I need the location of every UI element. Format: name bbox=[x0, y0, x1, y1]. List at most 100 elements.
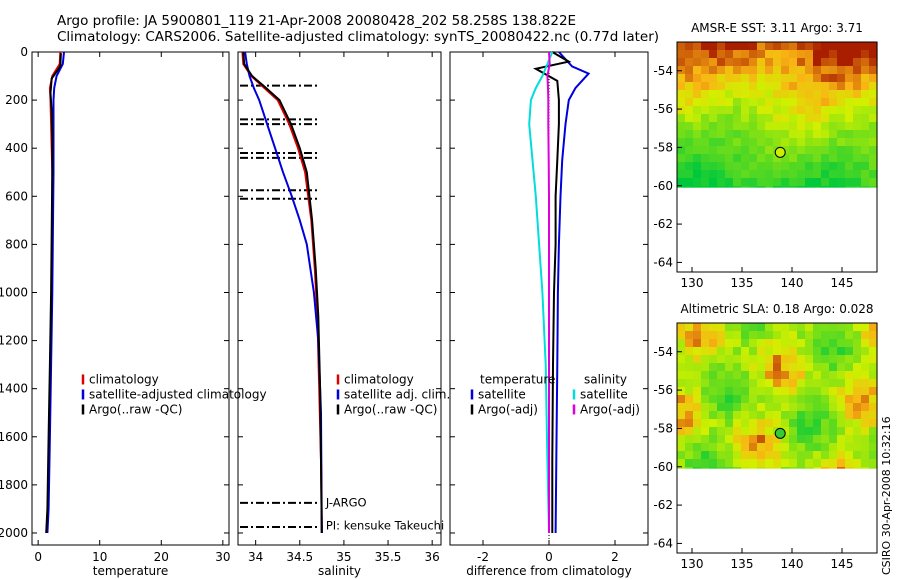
heatmap-cell bbox=[853, 371, 862, 380]
legend-label: climatology bbox=[344, 372, 414, 386]
heatmap-cell bbox=[741, 186, 750, 188]
heatmap-cell bbox=[677, 154, 686, 163]
heatmap-cell bbox=[805, 331, 814, 340]
heatmap-cell bbox=[717, 363, 726, 372]
heatmap-cell bbox=[749, 323, 758, 332]
heatmap-cell bbox=[749, 138, 758, 147]
heatmap-cell bbox=[861, 162, 870, 171]
heatmap-cell bbox=[741, 122, 750, 131]
heatmap-cell bbox=[725, 323, 734, 332]
heatmap-cell bbox=[845, 339, 854, 348]
heatmap-cell bbox=[741, 82, 750, 91]
heatmap-cell bbox=[773, 339, 782, 348]
heatmap-cell bbox=[733, 419, 742, 428]
heatmap-cell bbox=[725, 106, 734, 115]
heatmap-cell bbox=[701, 114, 710, 123]
heatmap-cell bbox=[829, 154, 838, 163]
heatmap-cell bbox=[853, 130, 862, 139]
heatmap-cell bbox=[733, 459, 742, 468]
heatmap-cell bbox=[845, 130, 854, 139]
heatmap-cell bbox=[709, 122, 718, 131]
heatmap-cell bbox=[709, 98, 718, 107]
heatmap-cell bbox=[853, 363, 862, 372]
heatmap-cell bbox=[701, 435, 710, 444]
heatmap-cell bbox=[685, 331, 694, 340]
heatmap-cell bbox=[765, 154, 774, 163]
heatmap-cell bbox=[749, 98, 758, 107]
heatmap-cell bbox=[781, 323, 790, 332]
heatmap-cell bbox=[821, 403, 830, 412]
heatmap-cell bbox=[773, 443, 782, 452]
heatmap-cell bbox=[733, 371, 742, 380]
heatmap-cell bbox=[773, 411, 782, 420]
heatmap-cell bbox=[733, 178, 742, 187]
heatmap-cell bbox=[733, 74, 742, 83]
heatmap-cell bbox=[757, 451, 766, 460]
heatmap-cell bbox=[709, 371, 718, 380]
legend-label: satellite bbox=[580, 387, 628, 401]
heatmap-cell bbox=[741, 427, 750, 436]
heatmap-cell bbox=[773, 403, 782, 412]
heatmap-cell bbox=[765, 162, 774, 171]
heatmap-cell bbox=[757, 50, 766, 59]
heatmap-cell bbox=[837, 90, 846, 99]
heatmap-cell bbox=[757, 459, 766, 468]
heatmap-cell bbox=[861, 451, 870, 460]
heatmap-cell bbox=[725, 114, 734, 123]
heatmap-cell bbox=[773, 331, 782, 340]
heatmap-cell bbox=[845, 347, 854, 356]
heatmap-cell bbox=[837, 395, 846, 404]
y-tick-label: 200 bbox=[5, 93, 28, 107]
heatmap-cell bbox=[693, 395, 702, 404]
heatmap-cell bbox=[789, 387, 798, 396]
heatmap-cell bbox=[781, 154, 790, 163]
heatmap-cell bbox=[869, 331, 878, 340]
heatmap-cell bbox=[829, 331, 838, 340]
heatmap-cell bbox=[821, 186, 830, 188]
heatmap-cell bbox=[757, 114, 766, 123]
heatmap-cell bbox=[861, 379, 870, 388]
heatmap-cell bbox=[853, 58, 862, 67]
heatmap-cell bbox=[861, 114, 870, 123]
heatmap-cell bbox=[853, 443, 862, 452]
heatmap-cell bbox=[805, 355, 814, 364]
heatmap-cell bbox=[797, 178, 806, 187]
heatmap-cell bbox=[701, 323, 710, 332]
heatmap-cell bbox=[781, 467, 790, 469]
heatmap-cell bbox=[757, 355, 766, 364]
heatmap-cell bbox=[685, 50, 694, 59]
heatmap-cell bbox=[773, 50, 782, 59]
heatmap-cell bbox=[677, 435, 686, 444]
heatmap-cell bbox=[789, 371, 798, 380]
heatmap-cell bbox=[837, 42, 846, 51]
heatmap-cell bbox=[845, 363, 854, 372]
heatmap-cell bbox=[765, 371, 774, 380]
heatmap-cell bbox=[725, 427, 734, 436]
heatmap-cell bbox=[749, 42, 758, 51]
heatmap-cell bbox=[845, 403, 854, 412]
heatmap-cell bbox=[733, 114, 742, 123]
heatmap-cell bbox=[757, 74, 766, 83]
annotation-text: J-ARGO bbox=[325, 496, 367, 510]
heatmap-cell bbox=[773, 347, 782, 356]
heatmap-cell bbox=[733, 58, 742, 67]
heatmap-cell bbox=[805, 387, 814, 396]
heatmap-cell bbox=[741, 467, 750, 469]
heatmap-cell bbox=[685, 74, 694, 83]
heatmap-cell bbox=[845, 106, 854, 115]
heatmap-cell bbox=[685, 186, 694, 188]
heatmap-cell bbox=[813, 66, 822, 75]
y-tick-label: 1800 bbox=[0, 478, 28, 492]
heatmap-cell bbox=[861, 130, 870, 139]
heatmap-cell bbox=[757, 379, 766, 388]
legend-header: salinity bbox=[584, 372, 627, 386]
heatmap-cell bbox=[693, 451, 702, 460]
heatmap-cell bbox=[797, 427, 806, 436]
heatmap-cell bbox=[765, 339, 774, 348]
x-tick-label: 10 bbox=[92, 550, 107, 564]
heatmap-cell bbox=[733, 427, 742, 436]
heatmap-cell bbox=[821, 323, 830, 332]
heatmap-cell bbox=[813, 459, 822, 468]
heatmap-cell bbox=[789, 138, 798, 147]
heatmap-cell bbox=[741, 323, 750, 332]
